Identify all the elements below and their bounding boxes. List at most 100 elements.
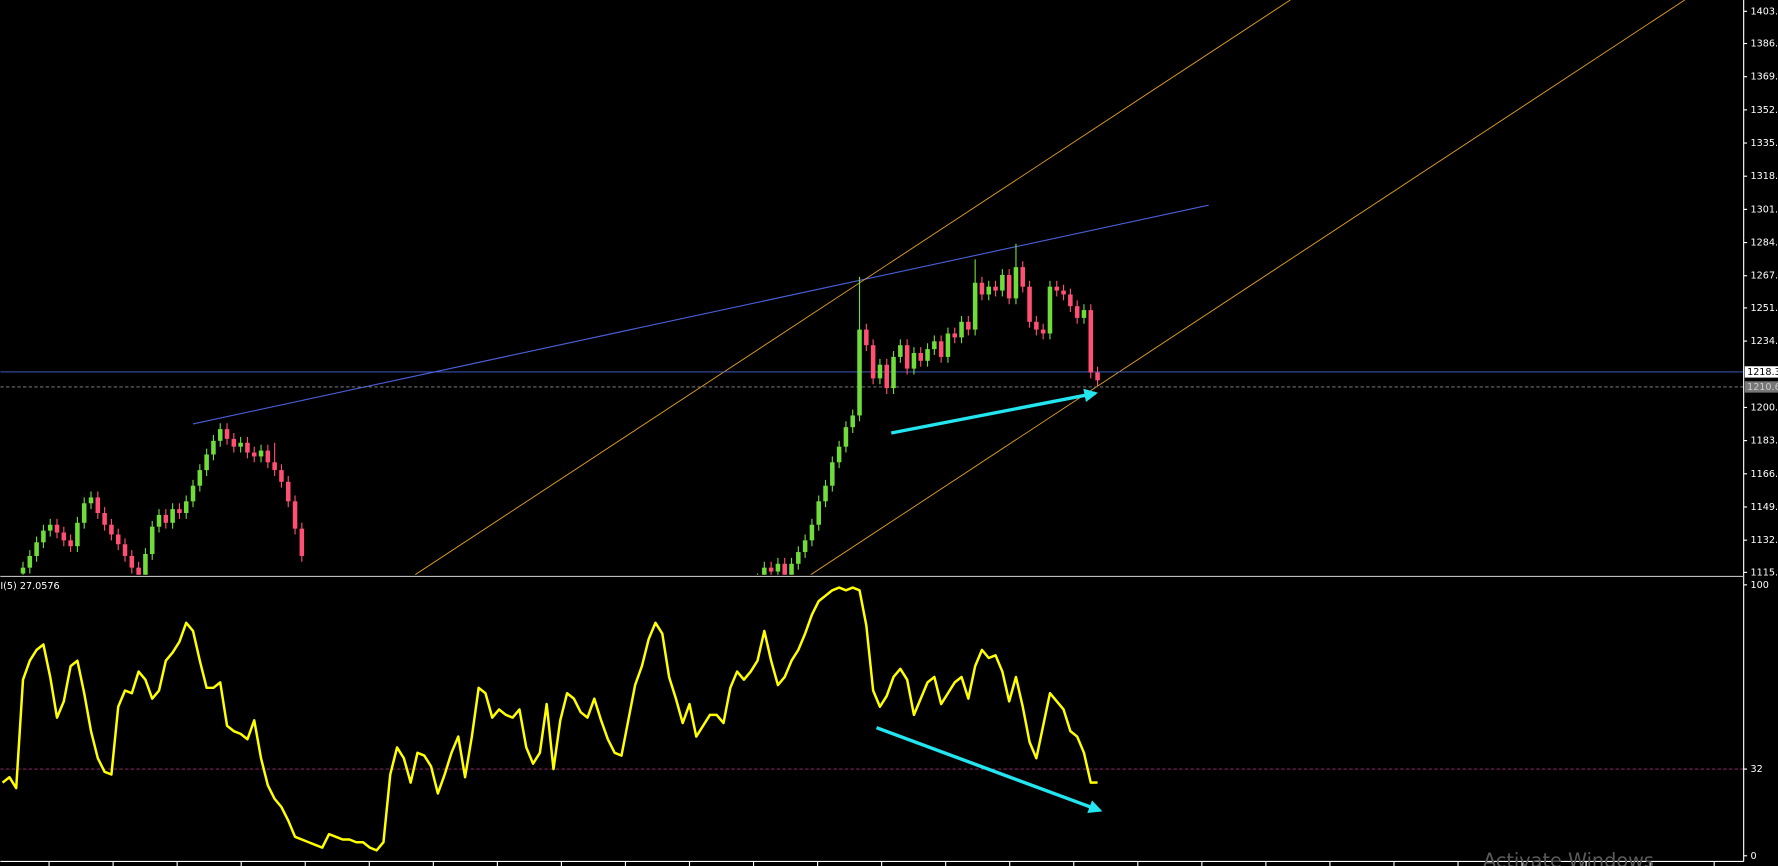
candle-body (1013, 267, 1019, 299)
candle-body (884, 364, 889, 389)
candle-body (823, 485, 828, 502)
candle-body (231, 438, 237, 447)
candle-body (802, 540, 808, 553)
candle-body (775, 563, 781, 572)
candle-body (238, 442, 243, 447)
y-tick-label: 1132.1 (1750, 535, 1778, 546)
candle-body (170, 509, 175, 523)
candle-body (789, 563, 794, 575)
candle-body (217, 429, 223, 441)
candle-body (1088, 310, 1094, 373)
candle-body (938, 341, 944, 357)
candle-body (109, 524, 114, 535)
candle-body (75, 522, 80, 547)
level-label-bg (1744, 381, 1778, 393)
candle-body (156, 514, 162, 527)
candle-body (952, 333, 958, 338)
y-tick-label: 1267.6 (1750, 271, 1778, 282)
candle-body (959, 321, 964, 338)
candle-body (47, 524, 53, 531)
candle-body (986, 286, 992, 295)
candle-body (183, 501, 189, 514)
y-tick-label: 1403.1 (1750, 6, 1778, 17)
candle-body (782, 563, 787, 575)
candle-body (245, 442, 250, 453)
candle-body (292, 501, 298, 529)
y-tick-label: 1251.1 (1750, 303, 1778, 314)
candle-body (857, 329, 862, 416)
candle-body (891, 356, 896, 389)
candle-body (932, 341, 937, 350)
candle-body (1034, 321, 1039, 330)
y-tick-label: 1369.6 (1750, 72, 1778, 83)
trend-line (192, 204, 1209, 425)
candle-body (768, 567, 774, 572)
candle-body (898, 345, 903, 357)
candle-body (41, 530, 46, 543)
rsi-pane (0, 586, 1744, 852)
candle-body (102, 513, 107, 525)
candle-body (251, 452, 257, 457)
y-tick-label: 1386.6 (1750, 39, 1778, 50)
candle-body (1000, 274, 1005, 291)
candle-body (836, 446, 842, 463)
candle-body (54, 524, 60, 533)
candle-body (115, 534, 121, 545)
candle-body (1074, 306, 1080, 318)
candle-body (762, 567, 767, 575)
y-tick-label: 32 (1750, 764, 1762, 775)
candle-body (864, 329, 869, 346)
candle-body (20, 567, 26, 574)
candle-body (88, 497, 94, 504)
candle-body (163, 514, 169, 523)
candle-body (1006, 274, 1012, 299)
candle-body (177, 509, 182, 514)
y-tick-label: 1352.6 (1750, 105, 1778, 116)
level-label: 1218.3 (1747, 367, 1778, 378)
candle-body (197, 470, 203, 486)
y-tick-label: 1301.6 (1750, 204, 1778, 215)
candle-body (1027, 286, 1032, 322)
y-tick-label: 1200.1 (1750, 402, 1778, 413)
candle-body (1040, 329, 1046, 334)
candle-body (904, 345, 910, 369)
candle-body (272, 462, 277, 471)
divergence-arrow (890, 388, 1098, 435)
y-tick-label: 1284.6 (1750, 238, 1778, 249)
y-tick-label: 1335.6 (1750, 138, 1778, 149)
candle-body (95, 497, 101, 514)
candle-body (918, 353, 924, 361)
candle-body (796, 552, 801, 564)
candle-body (129, 555, 135, 568)
candle-body (1081, 310, 1087, 318)
y-tick-label: 1115.6 (1750, 567, 1778, 578)
candle-body (265, 450, 271, 463)
candle-body (224, 429, 230, 439)
candle-body (1061, 290, 1066, 295)
candle-body (285, 481, 291, 502)
candle-body (972, 282, 978, 330)
indicator-title: I(5) 27.0576 (0, 581, 59, 592)
candle-body (1054, 286, 1060, 291)
candle-body (911, 353, 917, 369)
candle-body (258, 450, 264, 457)
candle-body (68, 540, 73, 547)
candle-body (1095, 372, 1100, 381)
candle-body (830, 462, 835, 486)
candle-body (1020, 267, 1026, 287)
channel-line (810, 0, 1685, 575)
candle-body (870, 345, 876, 379)
candle-body (61, 532, 67, 541)
candle-body (843, 427, 849, 447)
candle-body (34, 542, 39, 556)
candle-body (1068, 294, 1073, 307)
y-tick-label: 1166.1 (1750, 469, 1778, 480)
candle-body (945, 333, 951, 357)
y-tick-label: 1149.1 (1750, 502, 1778, 513)
candle-body (816, 501, 821, 525)
candle-body (204, 454, 209, 471)
